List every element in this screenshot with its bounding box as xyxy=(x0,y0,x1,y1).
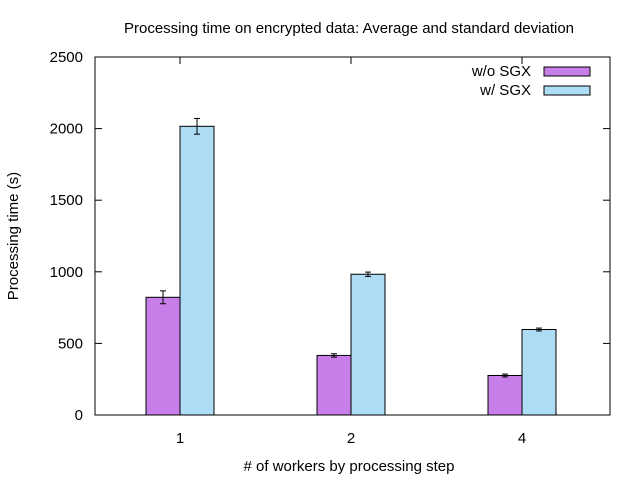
legend-swatch xyxy=(543,66,591,77)
y-tick-label: 0 xyxy=(75,407,83,424)
bar xyxy=(350,273,386,416)
bar xyxy=(179,125,215,416)
x-tick-label: 1 xyxy=(176,430,184,447)
x-tick-label: 2 xyxy=(347,430,355,447)
y-axis: 0 500 1000 1500 2000 2500 xyxy=(50,49,610,424)
legend-label: w/o SGX xyxy=(471,63,531,80)
bars-group xyxy=(145,117,557,416)
bar xyxy=(521,329,557,416)
bar xyxy=(487,374,523,416)
y-tick-label: 1500 xyxy=(50,192,83,209)
legend-swatch xyxy=(543,85,591,96)
bar xyxy=(316,354,352,416)
y-axis-label: Processing time (s) xyxy=(5,172,22,300)
x-tick-label: 4 xyxy=(518,430,526,447)
x-axis-label: # of workers by processing step xyxy=(244,458,455,475)
legend-label: w/ SGX xyxy=(479,82,531,99)
y-tick-label: 1000 xyxy=(50,264,83,281)
legend: w/o SGX w/ SGX xyxy=(471,63,591,99)
y-tick-label: 2000 xyxy=(50,121,83,138)
chart-title: Processing time on encrypted data: Avera… xyxy=(124,20,574,37)
y-tick-label: 500 xyxy=(58,335,83,352)
y-tick-label: 2500 xyxy=(50,49,83,66)
bar xyxy=(145,296,181,416)
